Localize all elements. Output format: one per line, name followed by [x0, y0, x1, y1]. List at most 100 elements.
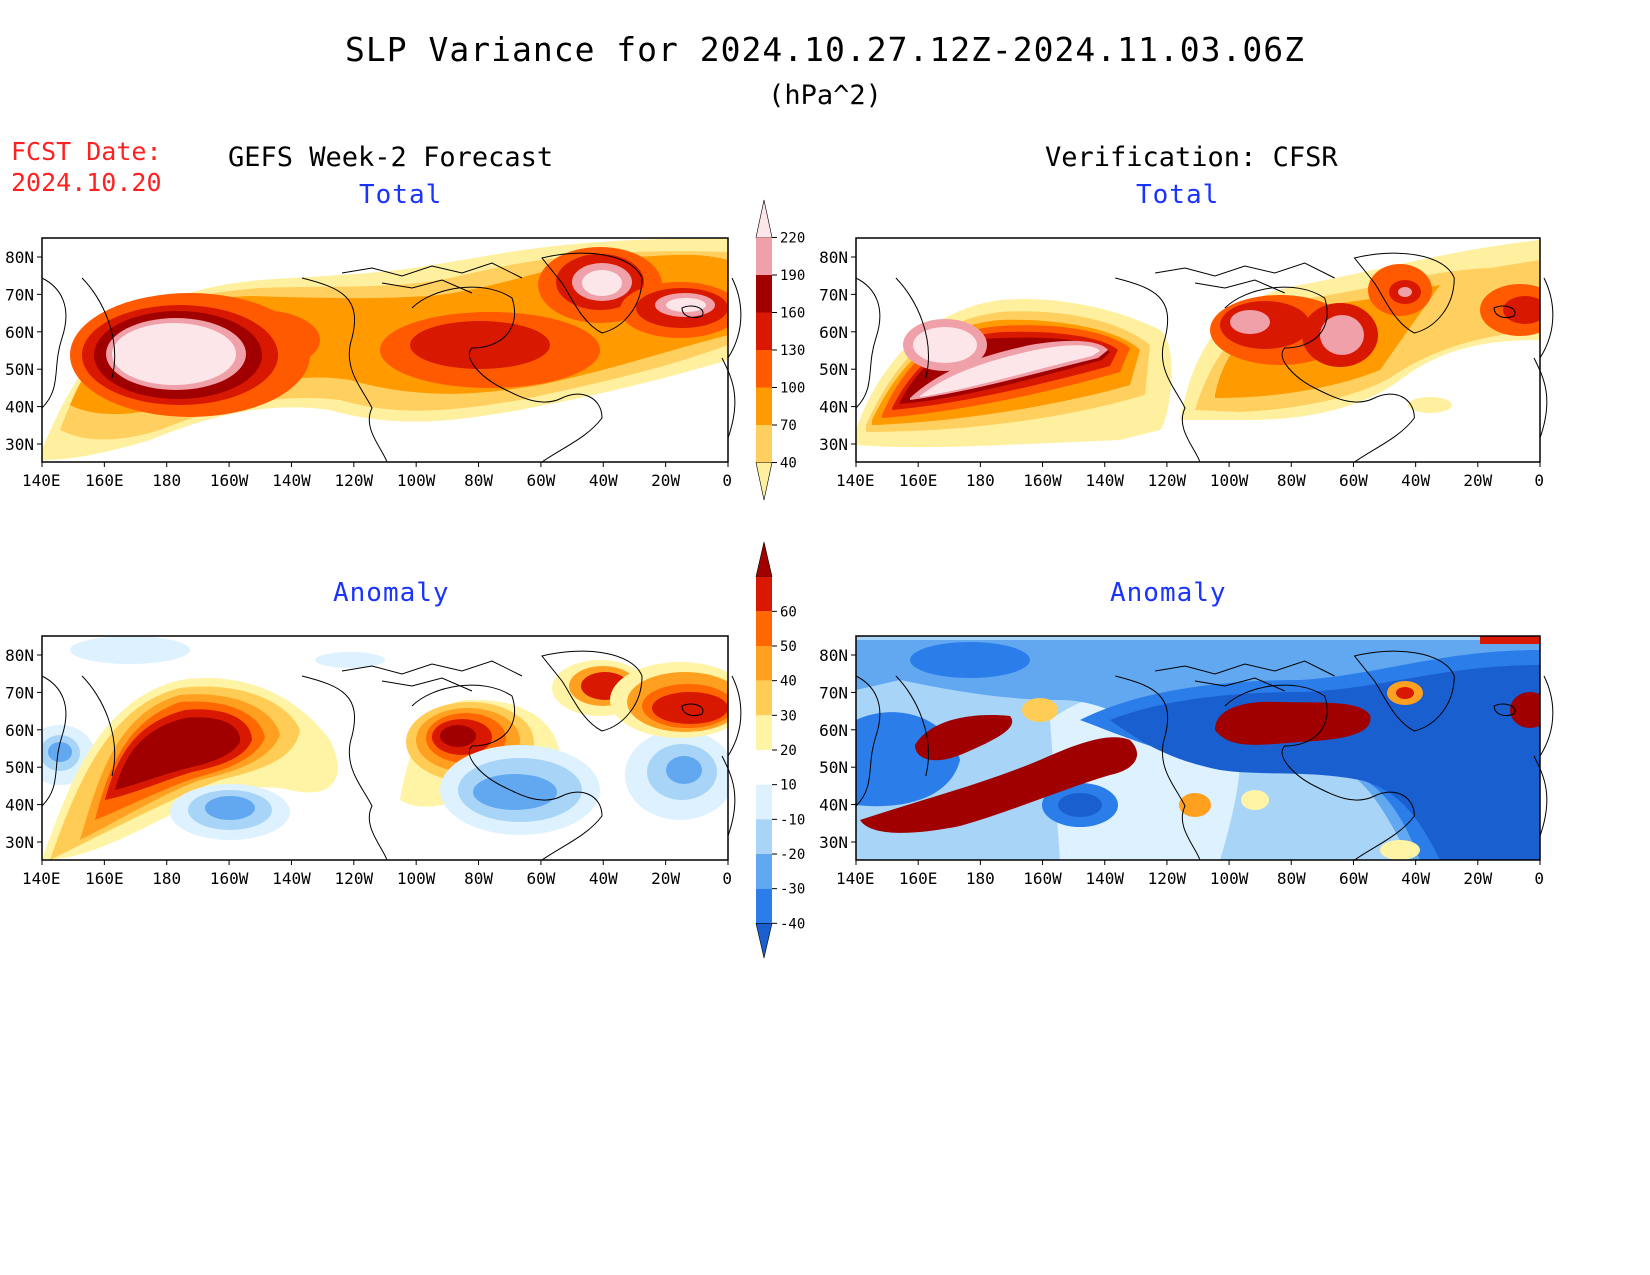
lon-tick-label: 40W	[589, 869, 618, 888]
colorbar-label: 50	[780, 639, 797, 655]
lon-tick-label: 180	[152, 869, 181, 888]
lon-tick-label: 20W	[1463, 869, 1492, 888]
lon-tick-label: 100W	[1210, 471, 1249, 490]
colorbar-label: 130	[780, 343, 805, 359]
lon-tick-label: 140E	[22, 869, 61, 888]
forecast-total-label: Total	[359, 180, 443, 210]
lat-tick-label: 80N	[5, 248, 34, 267]
lat-tick-label: 50N	[819, 360, 848, 379]
lon-tick-label: 180	[152, 471, 181, 490]
lon-tick-label: 160E	[85, 471, 124, 490]
lon-tick-label: 40W	[1401, 869, 1430, 888]
lon-tick-label: 80W	[464, 471, 493, 490]
forecast-anomaly-map	[42, 636, 728, 860]
verification-total-map	[856, 238, 1540, 462]
verification-total-frame	[855, 237, 1541, 463]
colorbar-segment	[756, 275, 772, 313]
lat-tick-label: 60N	[819, 721, 848, 740]
lat-tick-label: 70N	[819, 683, 848, 702]
lat-tick-label: 40N	[5, 796, 34, 815]
forecast-column-title: GEFS Week-2 Forecast	[228, 142, 554, 173]
lon-tick-label: 160E	[899, 471, 938, 490]
lat-tick-label: 70N	[5, 285, 34, 304]
units-label: (hPa^2)	[768, 80, 882, 111]
lon-tick-label: 140E	[836, 471, 875, 490]
fcst-date-label: FCST Date:	[11, 137, 162, 166]
colorbar-label: 100	[780, 381, 805, 397]
colorbar-segment	[756, 680, 772, 716]
colorbar-label: 220	[780, 231, 805, 247]
lat-tick-label: 30N	[819, 435, 848, 454]
forecast-anomaly-label: Anomaly	[333, 578, 450, 608]
verification-anomaly-frame	[855, 635, 1541, 861]
verification-anomaly-label: Anomaly	[1110, 578, 1227, 608]
lon-tick-label: 100W	[397, 869, 436, 888]
colorbar-label: 60	[780, 604, 797, 620]
lat-tick-label: 60N	[5, 323, 34, 342]
lon-tick-label: 180	[966, 869, 995, 888]
colorbar-segment	[756, 425, 772, 463]
lon-tick-label: 80W	[1277, 471, 1306, 490]
colorbar-segment	[756, 312, 772, 350]
lon-tick-label: 160W	[210, 471, 249, 490]
lon-tick-label: 160W	[1023, 471, 1062, 490]
lon-tick-label: 0	[1534, 471, 1544, 490]
fcst-date-value: 2024.10.20	[11, 168, 162, 197]
lat-tick-label: 50N	[5, 360, 34, 379]
lat-tick-label: 80N	[819, 248, 848, 267]
lon-tick-label: 180	[966, 471, 995, 490]
colorbar-arrow-bottom	[755, 462, 773, 501]
forecast-anomaly-frame	[41, 635, 729, 861]
lat-tick-label: 50N	[5, 758, 34, 777]
colorbar-arrow-bottom	[755, 923, 773, 959]
colorbar-label: 30	[780, 708, 797, 724]
lon-tick-label: 140E	[22, 471, 61, 490]
colorbar-label: -20	[780, 847, 805, 863]
colorbar-segment	[756, 237, 772, 275]
colorbar-label: 190	[780, 268, 805, 284]
colorbar-label: 160	[780, 306, 805, 322]
lat-tick-label: 60N	[5, 721, 34, 740]
lat-tick-label: 30N	[5, 833, 34, 852]
lon-tick-label: 80W	[1277, 869, 1306, 888]
lat-tick-label: 40N	[5, 398, 34, 417]
lon-tick-label: 0	[1534, 869, 1544, 888]
lat-tick-label: 40N	[819, 398, 848, 417]
lon-tick-label: 0	[722, 869, 732, 888]
lat-tick-label: 60N	[819, 323, 848, 342]
lat-tick-label: 40N	[819, 796, 848, 815]
lat-tick-label: 70N	[819, 285, 848, 304]
verification-total-label: Total	[1136, 180, 1220, 210]
lon-tick-label: 60W	[1339, 869, 1368, 888]
lon-tick-label: 120W	[335, 471, 374, 490]
lon-tick-label: 120W	[1148, 471, 1187, 490]
lon-tick-label: 100W	[1210, 869, 1249, 888]
lat-tick-label: 70N	[5, 683, 34, 702]
colorbar-label: -10	[780, 812, 805, 828]
total-colorbar: 40 70 100 130 160 190 220	[755, 199, 805, 501]
lon-tick-label: 20W	[1463, 471, 1492, 490]
lon-tick-label: 60W	[1339, 471, 1368, 490]
colorbar-segment	[756, 387, 772, 425]
main-title: SLP Variance for 2024.10.27.12Z-2024.11.…	[345, 30, 1305, 69]
lon-tick-label: 40W	[1401, 471, 1430, 490]
verification-column-title: Verification: CFSR	[1045, 142, 1338, 173]
colorbar-segment	[756, 784, 772, 820]
lat-tick-label: 80N	[5, 646, 34, 665]
colorbar-label: 70	[780, 418, 797, 434]
colorbar-segment	[756, 854, 772, 889]
colorbar-segment	[756, 646, 772, 681]
colorbar-label: -40	[780, 916, 805, 932]
lon-tick-label: 160E	[85, 869, 124, 888]
anomaly-colorbar: -40 -30 -20 -10 10 20 30 40 50 60	[755, 541, 805, 959]
lat-tick-label: 30N	[5, 435, 34, 454]
colorbar-label: 40	[780, 674, 797, 690]
lon-tick-label: 0	[722, 471, 732, 490]
lon-tick-label: 140W	[272, 869, 311, 888]
colorbar-label: 20	[780, 743, 797, 759]
lon-tick-label: 20W	[651, 869, 680, 888]
lon-tick-label: 140W	[1085, 471, 1124, 490]
lon-tick-label: 60W	[526, 869, 555, 888]
lon-tick-label: 160W	[1023, 869, 1062, 888]
